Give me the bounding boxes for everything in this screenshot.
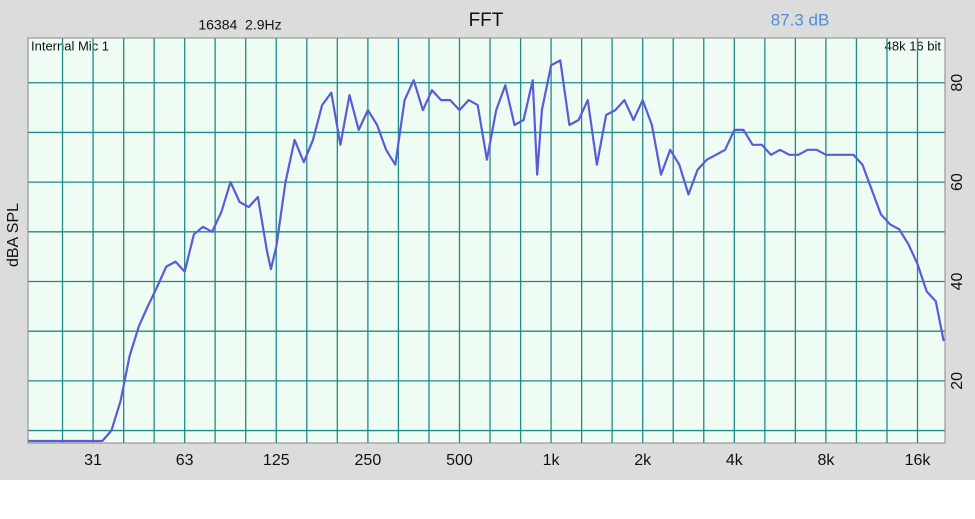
- x-tick-label: 2k: [634, 452, 652, 469]
- y-tick-label: 20: [949, 372, 966, 390]
- fft-info: 16384 2.9Hz: [198, 17, 281, 33]
- x-tick-label: 16k: [905, 452, 932, 469]
- chart-title: FFT: [469, 10, 504, 31]
- x-tick-label: 8k: [817, 452, 835, 469]
- y-axis-label: dBA SPL: [5, 203, 22, 267]
- x-tick-label: 31: [84, 452, 102, 469]
- y-tick-label: 60: [949, 173, 966, 191]
- x-tick-label: 250: [355, 452, 382, 469]
- x-tick-label: 125: [263, 452, 290, 469]
- x-tick-label: 4k: [726, 452, 744, 469]
- plot-area: [28, 38, 945, 443]
- x-tick-label: 1k: [543, 452, 561, 469]
- x-tick-label: 63: [176, 452, 194, 469]
- x-tick-label: 500: [446, 452, 473, 469]
- spectrum-line: [28, 59, 945, 443]
- y-tick-label: 80: [949, 74, 966, 92]
- format: 48k 16 bit: [885, 38, 942, 53]
- level: 87.3 dB: [771, 10, 830, 29]
- y-tick-label: 40: [949, 272, 966, 290]
- plot-border: [27, 37, 946, 444]
- input-name: Internal Mic 1: [31, 38, 109, 53]
